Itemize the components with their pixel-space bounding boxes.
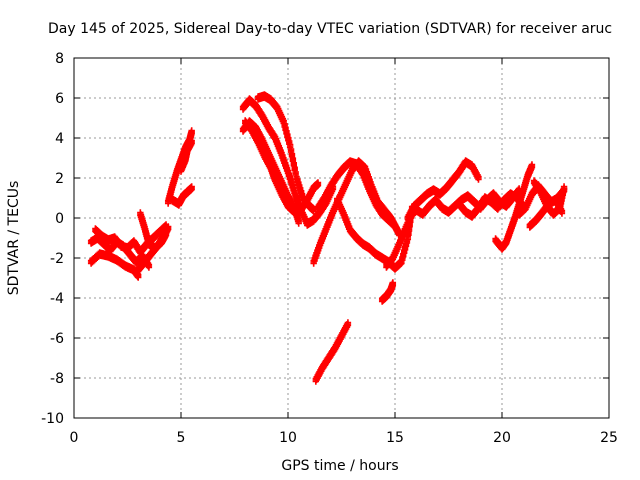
data-point <box>188 130 195 137</box>
data-series-sat-b <box>87 249 142 281</box>
x-tick-labels: 0 5 10 15 20 25 <box>70 430 618 446</box>
data-point <box>188 140 195 147</box>
y-tick-label: 4 <box>55 131 64 147</box>
data-point <box>188 186 195 193</box>
data-series-sat-e <box>137 209 170 253</box>
x-tick-label: 15 <box>386 430 404 446</box>
data-series-sat-j <box>239 95 337 229</box>
x-tick-label: 0 <box>70 430 79 446</box>
y-tick-label: 6 <box>55 91 64 107</box>
data-series-sat-h <box>177 137 195 175</box>
chart-title: Day 145 of 2025, Sidereal Day-to-day VTE… <box>48 21 612 37</box>
y-axis-label: SDTVAR / TECUs <box>6 181 22 296</box>
x-axis-label: GPS time / hours <box>281 458 398 474</box>
x-tick-label: 5 <box>177 430 186 446</box>
data-series-sat-q <box>378 279 397 305</box>
y-tick-label: 8 <box>55 51 64 67</box>
data-point <box>135 274 142 281</box>
y-tick-label: -4 <box>50 291 64 307</box>
data-point <box>314 182 322 189</box>
data-series-sat-g <box>169 183 195 209</box>
data-series-sat-l <box>239 117 302 227</box>
y-tick-label: -6 <box>50 331 64 347</box>
data-series-sat-n <box>314 157 403 239</box>
points-layer <box>87 91 568 385</box>
data-series-sat-k <box>254 91 317 215</box>
data-point <box>145 264 153 271</box>
y-tick-label: -8 <box>50 371 64 387</box>
y-tick-label: 0 <box>55 211 64 227</box>
data-series-sat-p <box>312 319 352 385</box>
y-tick-label: 2 <box>55 171 64 187</box>
data-point <box>295 220 302 227</box>
y-tick-label: -2 <box>50 251 64 267</box>
x-tick-label: 20 <box>493 430 511 446</box>
data-point <box>310 208 317 215</box>
x-tick-label: 25 <box>600 430 618 446</box>
x-tick-label: 10 <box>279 430 297 446</box>
y-tick-label: -10 <box>41 411 64 427</box>
data-point <box>162 232 170 239</box>
y-tick-labels: -10 -8 -6 -4 -2 0 2 4 6 8 <box>41 51 64 427</box>
